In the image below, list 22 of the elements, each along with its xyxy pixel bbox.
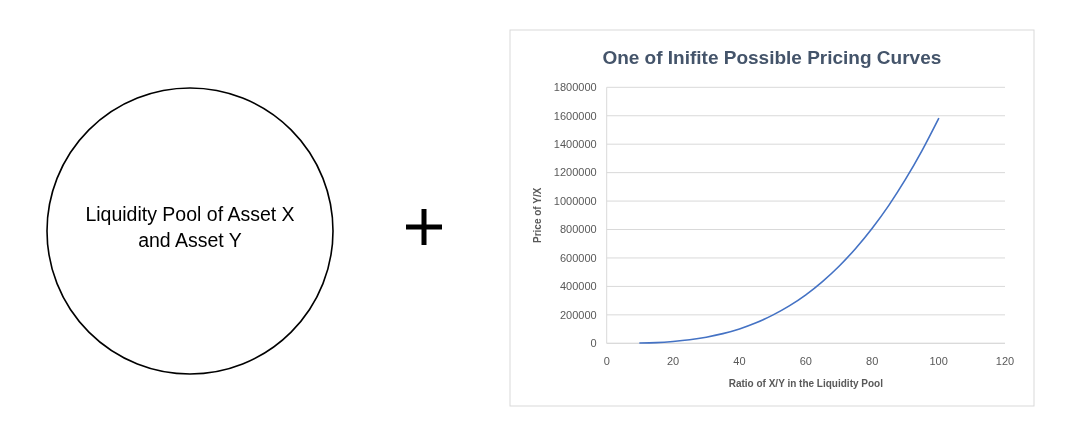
x-tick-label: 20 — [666, 355, 680, 368]
text: Liquidity Pool of Asset X and Asset Y — [85, 202, 295, 251]
y-tick-label: 400000 — [559, 280, 597, 293]
y-tick-label: 1200000 — [553, 166, 597, 179]
chart-title: One of Inifite Possible Pricing Curves — [602, 47, 942, 68]
y-tick-label: 1400000 — [553, 138, 597, 151]
y-axis-title: Price of Y/X — [531, 187, 543, 243]
y-tick-label: 200000 — [559, 308, 597, 321]
x-tick-label: 40 — [733, 355, 746, 368]
y-tick-label: 1800000 — [553, 81, 597, 94]
y-tick-label: 0 — [590, 337, 597, 350]
y-tick-label: 800000 — [559, 223, 597, 236]
x-tick-label: 120 — [995, 355, 1015, 368]
y-tick-label: 1600000 — [553, 109, 597, 122]
y-tick-label: 600000 — [559, 251, 597, 264]
line-series — [639, 117, 940, 344]
x-tick-label: 100 — [929, 355, 948, 368]
x-tick-label: 80 — [866, 355, 879, 368]
x-tick-label: 60 — [799, 355, 812, 368]
x-tick-label: 0 — [603, 355, 610, 368]
x-axis-title: Ratio of X/Y in the Liquidity Pool — [728, 377, 884, 389]
y-tick-label: 1000000 — [553, 194, 597, 207]
